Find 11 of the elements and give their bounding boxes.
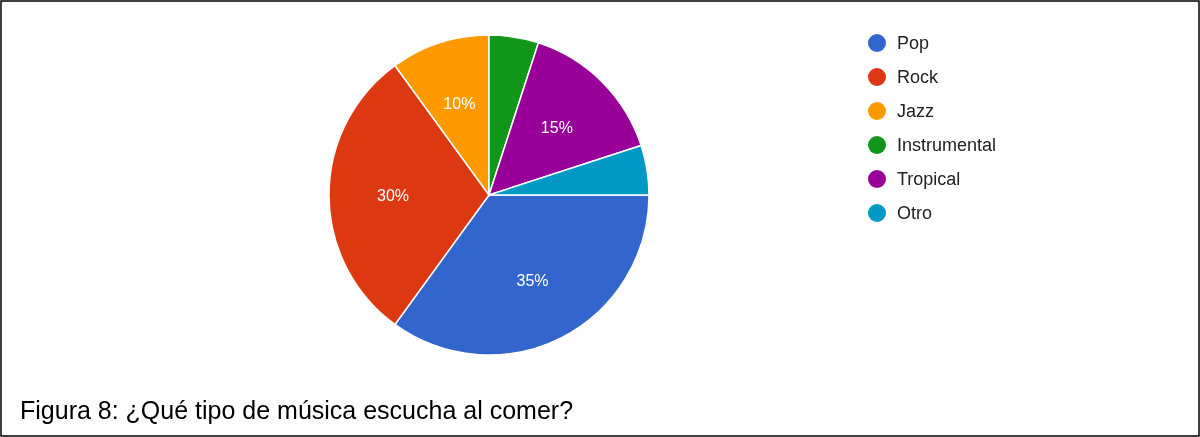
- data-label: 10%: [443, 95, 476, 113]
- text: Figura 8: ¿Qué tipo de música escucha al comer?: [20, 396, 574, 424]
- legend-label: Otro: [897, 203, 933, 224]
- data-label: 30%: [376, 186, 410, 204]
- legend-label: Instrumental: [897, 135, 997, 156]
- legend-label: Jazz: [897, 101, 935, 122]
- legend-label: Pop: [897, 33, 930, 54]
- data-label: 35%: [516, 272, 549, 290]
- legend-label: Tropical: [897, 169, 961, 190]
- legend-label: Rock: [897, 67, 940, 88]
- data-label: 15%: [540, 118, 573, 136]
